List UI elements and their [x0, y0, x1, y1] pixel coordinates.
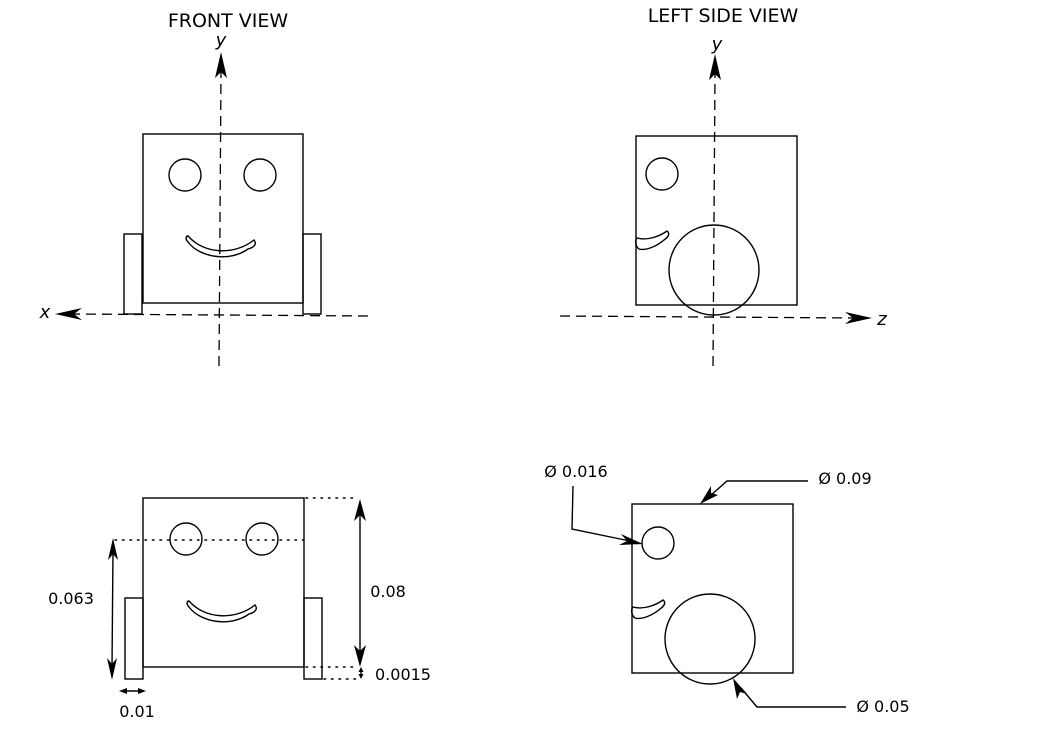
- dim-foot-width-label: 0.01: [119, 702, 155, 721]
- front-right-eye: [243, 158, 277, 192]
- dim-front-right-foot: [303, 597, 323, 680]
- side-body: [635, 135, 798, 306]
- side-z-axis-label: z: [876, 309, 887, 330]
- side-z-arrowhead-icon: [845, 312, 872, 324]
- dim-arrowhead-icon: [358, 667, 364, 672]
- dim-body-height: 0.08: [354, 499, 406, 667]
- dim-arrowhead-icon: [354, 499, 366, 521]
- front-smile: [185, 235, 257, 258]
- dim-arrowhead-icon: [138, 688, 146, 694]
- dim-arrowhead-icon: [354, 645, 366, 667]
- dim-foot-width: 0.01: [119, 688, 155, 721]
- side-z-axis: [559, 312, 872, 324]
- body-diameter-label: Ø 0.09: [818, 469, 871, 488]
- dim-front-smile: [186, 600, 258, 623]
- dim-foot-offset: 0.0015: [358, 665, 431, 684]
- leader-arrowhead-icon: [733, 678, 747, 699]
- dim-front-body: [142, 497, 305, 668]
- side-smile: [634, 230, 670, 251]
- dim-arrowhead-icon: [119, 688, 127, 694]
- side-wheel: [668, 224, 760, 316]
- dim-side-eye: [641, 526, 675, 560]
- dim-arrowhead-icon: [107, 658, 117, 680]
- dim-eye-height-label: 0.063: [48, 589, 94, 608]
- front-y-arrowhead-icon: [215, 52, 227, 78]
- leader-wheel-diameter: Ø 0.05: [733, 678, 910, 716]
- side-dimension-view: Ø 0.016 Ø 0.09 Ø 0.05: [544, 462, 909, 716]
- front-left-eye: [168, 158, 202, 192]
- dim-front-left-eye: [169, 522, 203, 556]
- side-y-axis-label: y: [711, 34, 723, 55]
- leader-arrowhead-icon: [619, 534, 643, 545]
- front-body: [142, 133, 304, 304]
- dim-body-height-label: 0.08: [370, 582, 406, 601]
- dim-front-left-foot: [124, 597, 144, 680]
- leader-body-diameter: Ø 0.09: [700, 469, 872, 504]
- front-view: FRONT VIEW y x: [39, 10, 369, 367]
- front-x-axis-label: x: [39, 302, 51, 323]
- dim-arrowhead-icon: [108, 538, 118, 560]
- front-x-arrowhead-icon: [55, 308, 82, 320]
- front-y-axis-label: y: [215, 30, 227, 51]
- side-eye: [645, 157, 679, 191]
- front-y-axis: [215, 52, 227, 367]
- front-right-foot: [302, 233, 322, 315]
- dim-foot-offset-label: 0.0015: [375, 665, 431, 684]
- side-view-title: LEFT SIDE VIEW: [648, 5, 799, 27]
- front-view-title: FRONT VIEW: [168, 10, 289, 32]
- dim-front-right-eye: [245, 522, 279, 556]
- side-y-axis: [709, 54, 721, 367]
- leader-arrowhead-icon: [700, 486, 718, 504]
- leader-eye-diameter: Ø 0.016: [544, 462, 643, 545]
- dim-arrowhead-icon: [358, 674, 364, 679]
- front-left-foot: [123, 233, 143, 315]
- dim-eye-height: 0.063: [48, 538, 118, 680]
- dim-side-smile: [630, 599, 666, 620]
- eye-diameter-label: Ø 0.016: [544, 462, 607, 481]
- front-dimension-view: 0.063 0.08 0.0015 0.01: [48, 497, 431, 721]
- side-y-arrowhead-icon: [709, 54, 721, 80]
- wheel-diameter-label: Ø 0.05: [856, 697, 909, 716]
- front-x-axis: [55, 308, 369, 320]
- side-view: LEFT SIDE VIEW y z: [559, 5, 887, 367]
- dim-side-wheel: [664, 593, 756, 685]
- dim-side-body: [631, 503, 794, 674]
